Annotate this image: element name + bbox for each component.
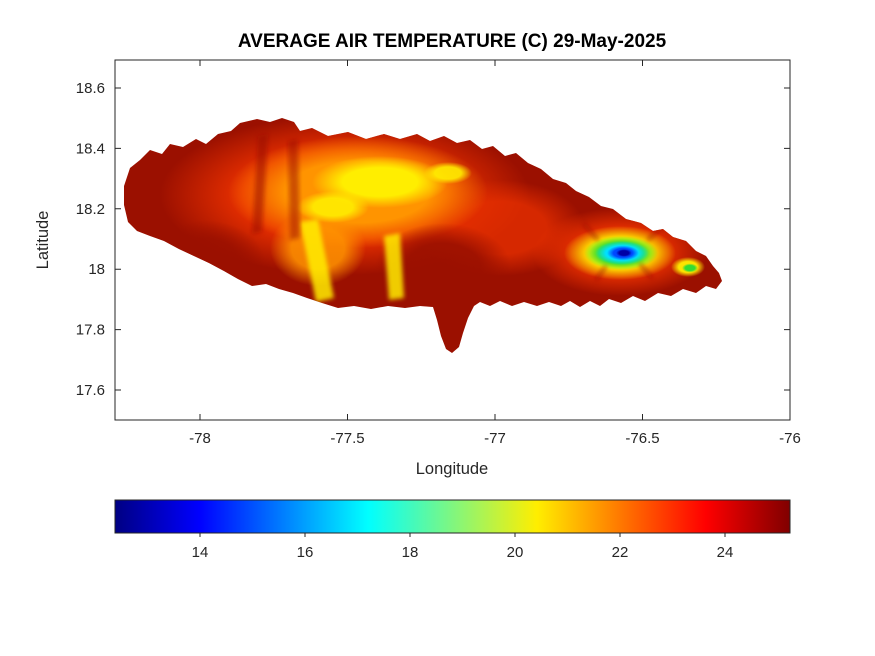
colorbar: 14 16 18 20 22 24: [114, 499, 791, 561]
colorbar-tick-label: 14: [192, 544, 209, 561]
colorbar-tick-label: 20: [507, 544, 524, 561]
yellow-streak: [384, 233, 404, 300]
red-striation: [252, 134, 268, 234]
y-tick-label: 17.8: [76, 322, 105, 339]
colorbar-tick-label: 22: [612, 544, 629, 561]
y-tick-label: 18.6: [76, 80, 105, 97]
axes-box: [114, 59, 791, 421]
x-tick-label: -78: [189, 430, 211, 447]
contour-blob-green: [682, 263, 698, 273]
colorbar-tick-label: 24: [717, 544, 734, 561]
jamaica-temperature-map: [124, 118, 722, 353]
y-tick-label: 17.6: [76, 382, 105, 399]
colorbar-tick-marks: [199, 533, 726, 537]
y-axis-label: Latitude: [34, 211, 52, 270]
chart-title: AVERAGE AIR TEMPERATURE (C) 29-May-2025: [238, 31, 667, 52]
y-tick-label: 18.2: [76, 201, 105, 218]
colorbar-tick-label: 18: [402, 544, 419, 561]
x-tick-label: -76.5: [625, 430, 659, 447]
x-tick-label: -76: [779, 430, 801, 447]
x-tick-label: -77: [484, 430, 506, 447]
x-tick-label: -77.5: [330, 430, 364, 447]
y-tick-label: 18: [88, 261, 105, 278]
contour-blob-yellow: [424, 162, 472, 184]
x-axis-label: Longitude: [416, 460, 489, 478]
contour-blob-yellow: [297, 191, 369, 223]
colorbar-gradient: [114, 499, 791, 534]
red-striation: [288, 139, 300, 240]
colorbar-tick-label: 16: [297, 544, 314, 561]
y-tick-label: 18.4: [76, 140, 105, 157]
contour-blob-darkred: [375, 223, 511, 313]
axis-tick-marks: [115, 60, 791, 420]
yellow-streak: [300, 219, 334, 302]
contour-blob-darkred: [145, 220, 265, 304]
contour-blob-navy: [616, 249, 632, 257]
